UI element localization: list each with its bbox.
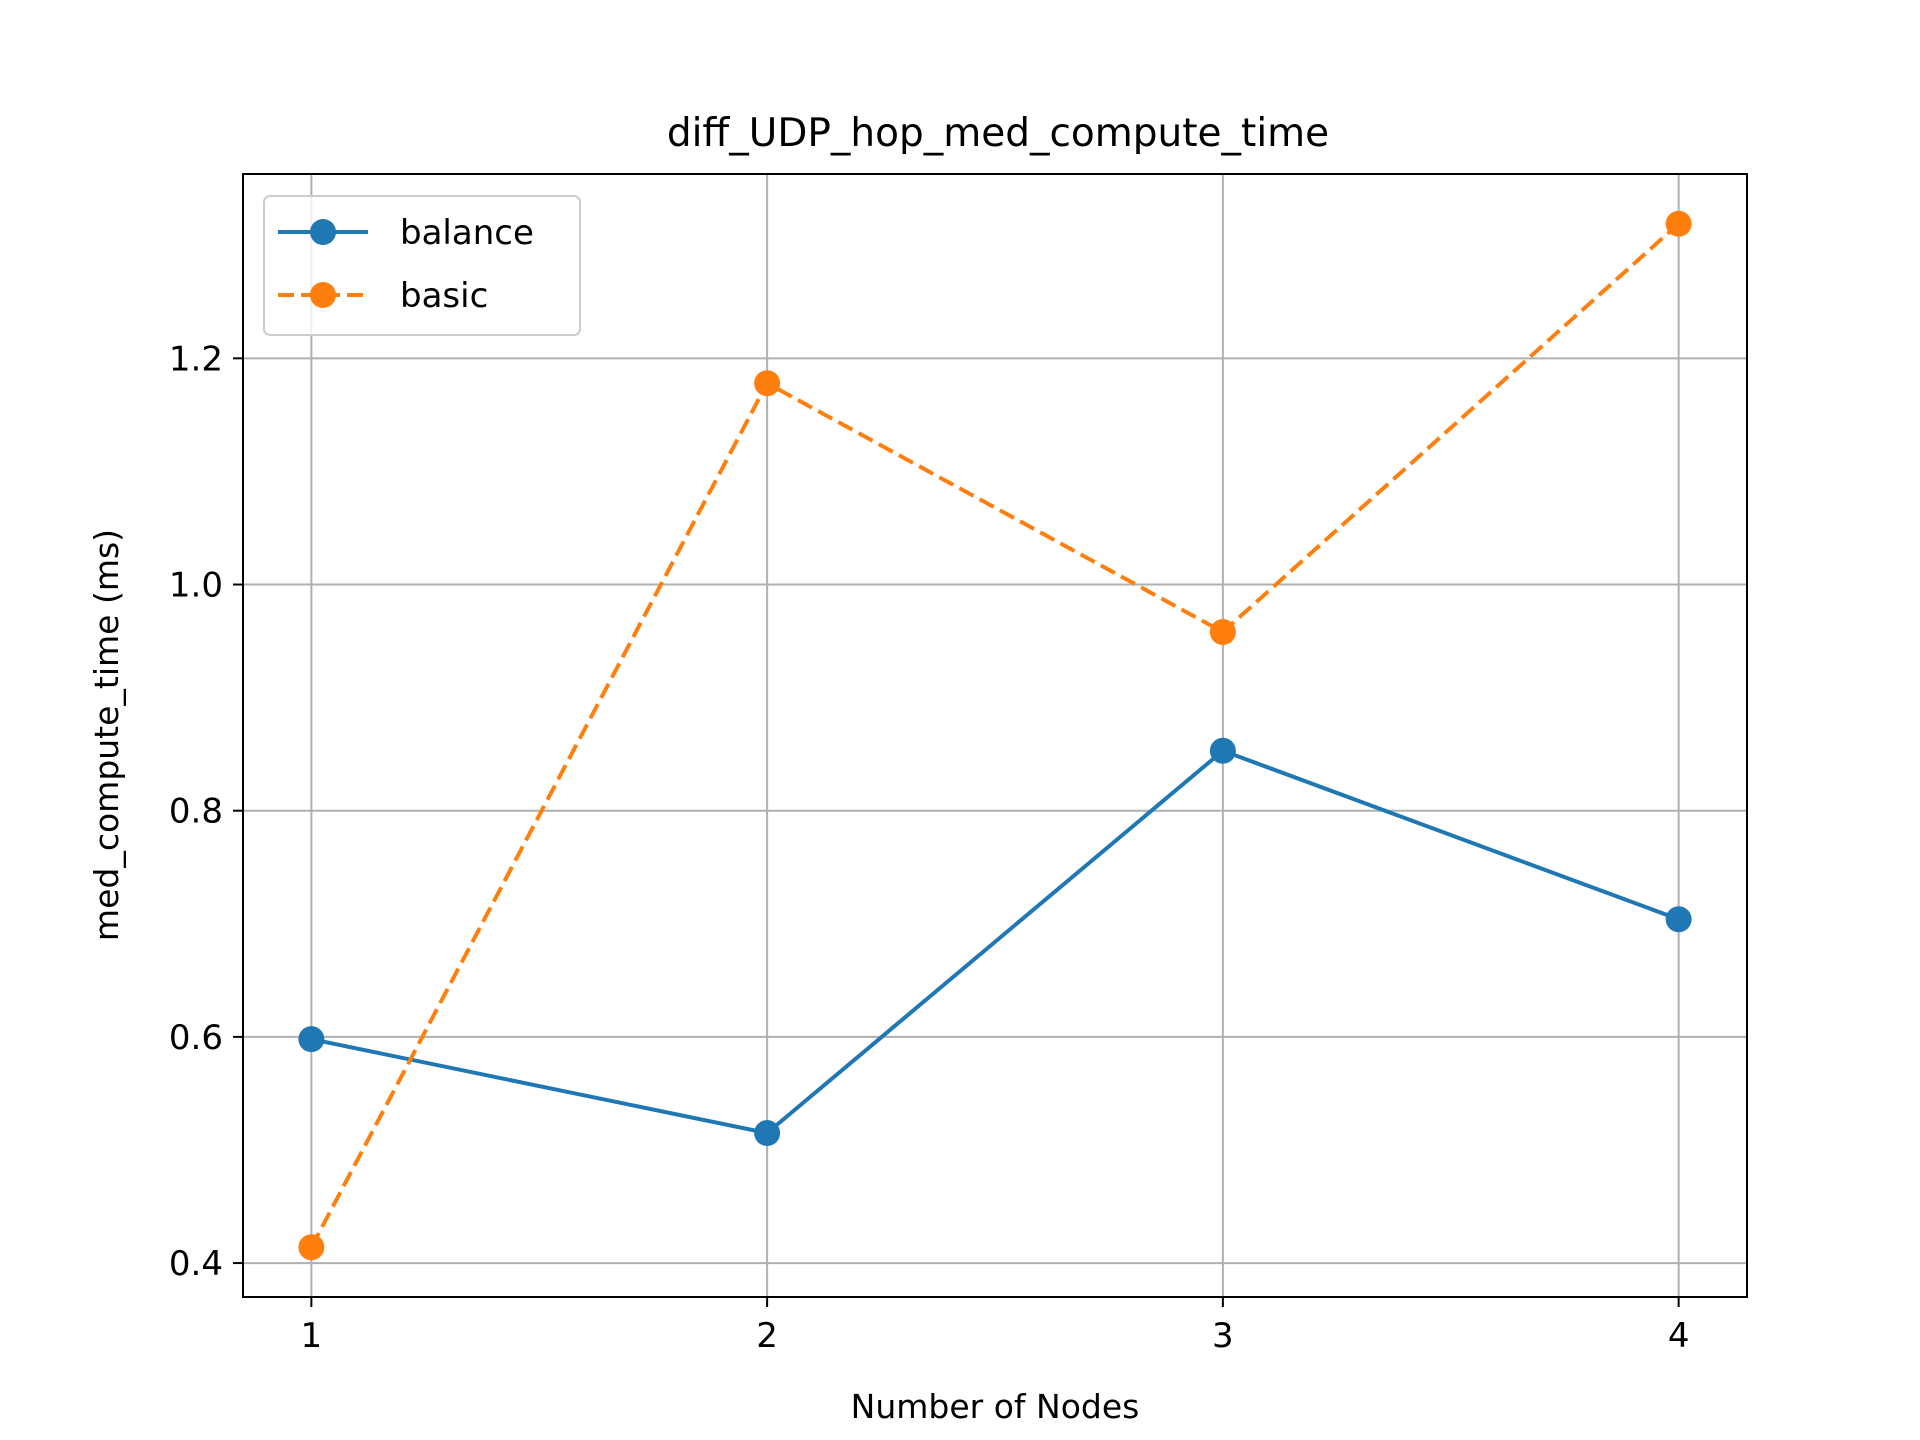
legend-marker-balance — [310, 219, 336, 245]
legend-label-balance: balance — [400, 213, 534, 253]
x-axis-label: Number of Nodes — [851, 1387, 1140, 1426]
x-tick-label: 3 — [1212, 1316, 1234, 1356]
data-point-balance — [754, 1120, 781, 1147]
chart-title: diff_UDP_hop_med_compute_time — [667, 111, 1329, 156]
x-tick-label: 4 — [1668, 1316, 1690, 1356]
data-point-basic — [754, 370, 781, 397]
data-point-basic — [1209, 619, 1236, 646]
series-layer — [298, 210, 1692, 1261]
data-point-basic — [1665, 210, 1692, 237]
x-tick-label: 1 — [301, 1316, 323, 1356]
ticks: 1 2 3 4 0.4 0.6 0.8 1.0 1.2 — [169, 339, 1690, 1356]
series-line-balance — [310, 748, 1680, 1136]
legend-marker-basic — [310, 282, 336, 308]
y-tick-label: 1.0 — [169, 566, 223, 606]
plot-frame — [242, 173, 1748, 1298]
data-point-balance — [1665, 906, 1692, 933]
legend-label-basic: basic — [400, 276, 488, 316]
legend: balance basic — [263, 195, 581, 336]
data-point-basic — [298, 1234, 325, 1261]
grid — [243, 174, 1747, 1297]
y-axis-label: med_compute_time (ms) — [87, 529, 126, 941]
y-tick-label: 0.4 — [169, 1244, 223, 1284]
y-tick-label: 0.8 — [169, 792, 223, 832]
x-tick-label: 2 — [756, 1316, 778, 1356]
data-point-balance — [1209, 737, 1236, 764]
y-tick-label: 0.6 — [169, 1018, 223, 1058]
y-tick-label: 1.2 — [169, 339, 223, 379]
data-point-balance — [298, 1026, 325, 1053]
series-line-basic — [309, 222, 1680, 1249]
